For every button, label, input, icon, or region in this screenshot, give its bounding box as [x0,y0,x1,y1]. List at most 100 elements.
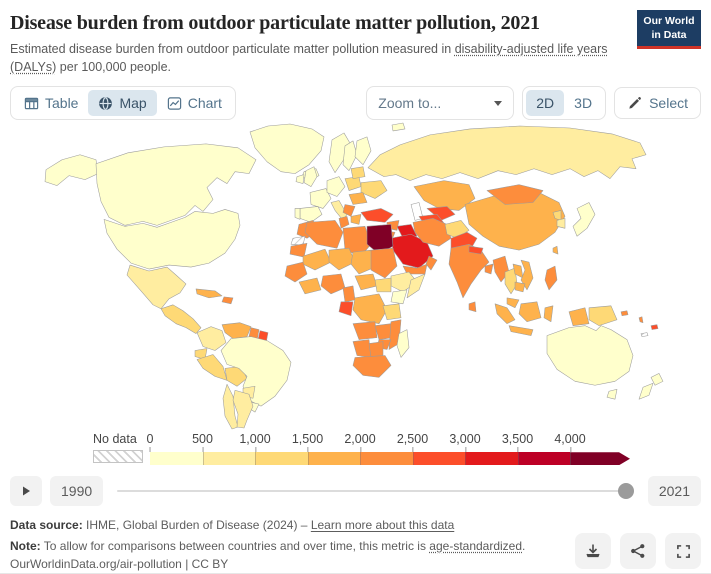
country-ireland[interactable] [295,174,305,185]
country-greece[interactable] [350,214,362,225]
country-bangladesh[interactable] [484,264,494,275]
country-colombia[interactable] [196,326,227,352]
country-mauritania[interactable] [289,243,308,258]
play-button[interactable] [10,476,42,507]
country-ivory-coast-ghana[interactable] [298,277,322,295]
country-new-zealand-south[interactable] [638,383,654,400]
legend-bin-4000+[interactable] [570,452,630,466]
country-malaysia[interactable] [506,297,520,309]
country-solomon-islands[interactable] [620,310,629,317]
country-java[interactable] [508,325,534,337]
country-mongolia[interactable] [486,184,544,205]
country-somalia[interactable] [406,273,426,299]
country-mexico[interactable] [126,265,187,310]
country-venezuela[interactable] [221,322,252,340]
legend-bin-1500-2000[interactable] [307,452,360,466]
country-belarus[interactable] [350,166,366,180]
country-norway[interactable] [328,132,352,174]
tab-table[interactable]: Table [14,90,88,116]
country-france[interactable] [309,188,332,209]
country-spain[interactable] [299,206,323,223]
country-sweden[interactable] [342,140,358,172]
country-philippines[interactable] [544,266,558,291]
country-tanzania[interactable] [382,303,402,321]
owid-logo[interactable]: Our World in Data [637,10,701,50]
country-nigeria[interactable] [320,273,346,295]
country-south-sudan[interactable] [374,277,392,293]
country-greenland[interactable] [249,123,325,175]
country-peru[interactable] [196,354,228,381]
legend-bin-0-500[interactable] [150,452,203,466]
country-papua-new-guinea[interactable] [588,305,618,327]
country-tasmania[interactable] [606,389,618,400]
country-sri-lanka[interactable] [468,301,477,313]
country-mali[interactable] [302,249,332,271]
projection-2d-button[interactable]: 2D [526,90,565,117]
country-vanuatu[interactable] [638,316,644,324]
age-standardized-link[interactable]: age-standardized [429,539,523,554]
country-fiji[interactable] [650,324,659,331]
country-kenya[interactable] [390,289,408,305]
legend-bin-2000-2500[interactable] [360,452,413,466]
country-australia[interactable] [546,325,634,386]
country-saudi-arabia[interactable] [390,234,434,269]
country-sulawesi[interactable] [543,305,554,323]
dalys-definition-link[interactable]: disability-adjusted life years (DALYs) [10,42,608,75]
country-tunisia[interactable] [338,216,350,229]
country-portugal[interactable] [294,208,301,220]
country-central-african-republic[interactable] [354,273,378,291]
country-new-zealand-north[interactable] [650,373,664,386]
country-libya[interactable] [342,226,372,257]
country-cambodia[interactable] [514,281,526,293]
slider-track[interactable] [117,490,630,493]
country-ukraine[interactable] [360,180,388,200]
country-iran[interactable] [412,218,452,247]
country-gabon[interactable] [338,301,354,317]
country-chad[interactable] [350,250,374,275]
country-algeria[interactable] [304,220,344,249]
legend-bin-3000-3500[interactable] [465,452,518,466]
country-new-caledonia[interactable] [640,332,649,338]
timeline-slider[interactable] [117,476,634,506]
zoom-to-dropdown[interactable]: Zoom to... [366,86,515,121]
country-cuba[interactable] [195,288,223,299]
country-taiwan[interactable] [552,246,559,255]
country-angola[interactable] [352,321,378,341]
legend-bin-1000-1500[interactable] [255,452,308,466]
country-hispaniola[interactable] [221,296,234,305]
country-germany[interactable] [326,176,346,198]
country-romania[interactable] [348,192,368,205]
country-uk[interactable] [303,166,318,188]
country-cameroon[interactable] [342,285,356,303]
legend-bin-3500-4000[interactable] [517,452,570,466]
country-nepal[interactable] [468,246,484,255]
country-sumatra[interactable] [494,303,516,325]
country-turkey[interactable] [360,208,394,223]
share-button[interactable] [620,533,656,570]
country-usa[interactable] [103,209,241,270]
timeline-end-year[interactable]: 2021 [647,476,701,507]
country-russia[interactable] [367,125,647,182]
country-thailand[interactable] [504,268,518,295]
country-drc[interactable] [352,293,388,325]
country-alaska[interactable] [44,154,99,187]
country-madagascar[interactable] [396,329,410,358]
country-niger[interactable] [328,248,356,271]
country-south-africa[interactable] [352,355,392,378]
country-south-korea[interactable] [556,218,566,229]
select-button[interactable]: Select [614,87,701,120]
country-borneo[interactable] [518,301,542,323]
projection-3d-button[interactable]: 3D [574,95,593,112]
country-finland[interactable] [354,136,372,166]
country-japan[interactable] [572,202,596,237]
country-central-america[interactable] [160,304,202,335]
country-argentina[interactable] [232,390,254,429]
country-sudan[interactable] [370,248,398,279]
country-brazil[interactable] [220,336,292,407]
country-west-papua[interactable] [568,307,590,327]
tab-map[interactable]: Map [88,90,157,117]
download-button[interactable] [575,533,611,570]
country-vietnam[interactable] [520,260,534,291]
tab-chart[interactable]: Chart [157,90,232,116]
country-canada[interactable] [95,143,257,226]
